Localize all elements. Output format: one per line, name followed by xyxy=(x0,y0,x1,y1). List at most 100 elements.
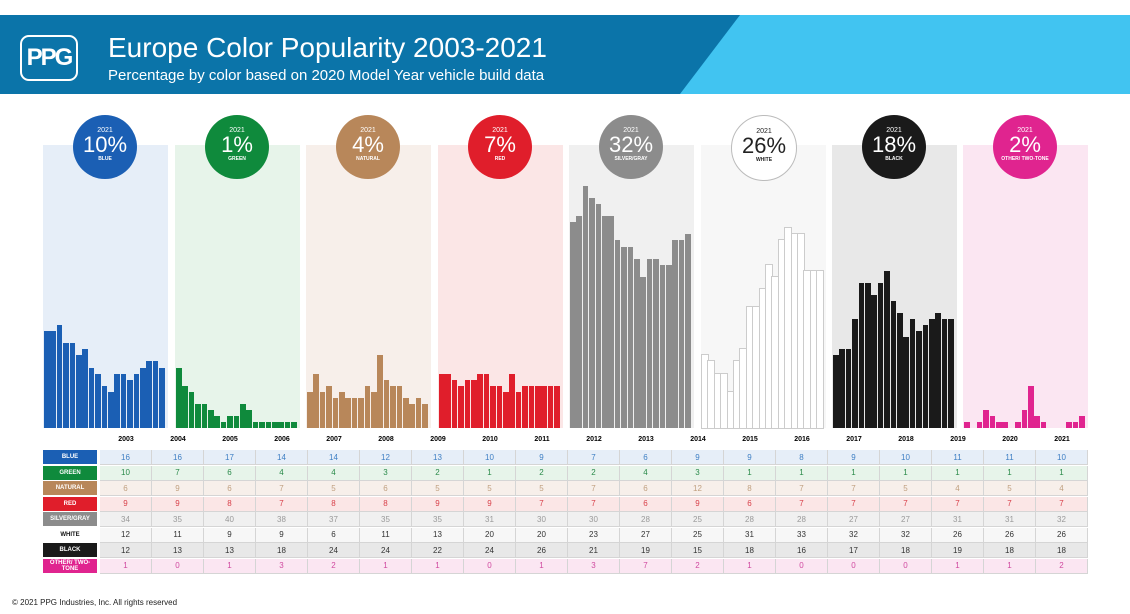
badge-year: 2021 xyxy=(623,127,639,134)
bar xyxy=(152,361,159,428)
table-cell: 33 xyxy=(776,527,828,543)
badge-year: 2021 xyxy=(360,127,376,134)
table-cell: 1 xyxy=(776,465,828,481)
table-cell: 1 xyxy=(932,558,984,574)
table-cell: 7 xyxy=(256,496,308,512)
bar xyxy=(307,391,313,428)
table-cell: 25 xyxy=(672,527,724,543)
bar xyxy=(220,421,227,428)
header-banner: PPG Europe Color Popularity 2003-2021 Pe… xyxy=(0,15,1130,94)
table-cell: 7 xyxy=(568,496,620,512)
bar xyxy=(208,409,214,428)
bar xyxy=(422,403,428,428)
bar xyxy=(845,349,852,428)
bar xyxy=(159,367,165,428)
table-cell: 8 xyxy=(724,481,776,496)
table-cell: 18 xyxy=(256,543,308,558)
bar xyxy=(865,282,871,428)
panel-1 xyxy=(175,145,300,428)
table-cell: 27 xyxy=(880,512,932,527)
bar xyxy=(678,240,685,428)
table-cell: 0 xyxy=(828,558,880,574)
table-cell: 9 xyxy=(828,450,880,465)
table-cell: 20 xyxy=(464,527,516,543)
table-cell: 7 xyxy=(516,496,568,512)
bar xyxy=(948,319,954,428)
table-cell: 1 xyxy=(204,558,256,574)
bar xyxy=(326,385,332,428)
badge-percent: 10% xyxy=(82,132,128,157)
table-cell: 38 xyxy=(256,512,308,527)
bar xyxy=(214,415,220,428)
badge-label: BLACK xyxy=(885,156,903,162)
bar xyxy=(528,385,535,428)
bar xyxy=(44,331,50,428)
bar xyxy=(233,415,240,428)
table-cell: 7 xyxy=(256,481,308,496)
bar xyxy=(509,373,515,428)
bar xyxy=(396,385,403,428)
table-cell: 27 xyxy=(828,512,880,527)
bar xyxy=(409,403,415,428)
badge-year: 2021 xyxy=(492,127,508,134)
badge-percent: 7% xyxy=(484,132,516,157)
table-cell: 1 xyxy=(984,558,1036,574)
bar xyxy=(1028,385,1034,428)
bar xyxy=(672,240,678,428)
bar xyxy=(188,391,195,428)
bar xyxy=(1002,421,1008,428)
table-cell: 26 xyxy=(516,543,568,558)
year-header: 2010 xyxy=(482,436,498,443)
bar xyxy=(490,385,496,428)
table-cell: 37 xyxy=(308,512,360,527)
table-cell: 13 xyxy=(204,543,256,558)
row-label: SILVER/GRAY xyxy=(43,512,97,526)
table-cell: 7 xyxy=(620,558,672,574)
bar xyxy=(640,276,646,428)
table-cell: 32 xyxy=(1036,512,1088,527)
table-cell: 16 xyxy=(152,450,204,465)
bar xyxy=(439,373,445,428)
table-cell: 21 xyxy=(568,543,620,558)
bar xyxy=(595,204,602,428)
table-cell: 25 xyxy=(672,512,724,527)
table-cell: 19 xyxy=(932,543,984,558)
year-header: 2005 xyxy=(222,436,238,443)
bar xyxy=(240,403,246,428)
panel-3 xyxy=(438,145,563,428)
bar xyxy=(63,343,69,428)
bar xyxy=(483,373,490,428)
bar xyxy=(458,385,464,428)
table-cell: 1 xyxy=(100,558,152,574)
bar xyxy=(345,397,351,428)
table-cell: 28 xyxy=(776,512,828,527)
bar xyxy=(758,287,767,429)
table-cell: 16 xyxy=(776,543,828,558)
table-cell: 2 xyxy=(308,558,360,574)
table-cell: 28 xyxy=(620,512,672,527)
table-cell: 0 xyxy=(776,558,828,574)
table-cell: 2 xyxy=(412,465,464,481)
table-cell: 18 xyxy=(724,543,776,558)
table-cell: 6 xyxy=(204,465,256,481)
badge-percent: 32% xyxy=(608,132,654,157)
table-cell: 18 xyxy=(880,543,932,558)
table-cell: 31 xyxy=(984,512,1036,527)
table-cell: 32 xyxy=(880,527,932,543)
year-header: 2007 xyxy=(326,436,342,443)
table-cell: 6 xyxy=(620,450,672,465)
bar xyxy=(120,373,127,428)
row-label: BLACK xyxy=(43,543,97,557)
table-cell: 8 xyxy=(776,450,828,465)
table-cell: 17 xyxy=(204,450,256,465)
bar xyxy=(364,385,371,428)
bar xyxy=(777,239,786,429)
bar xyxy=(627,246,634,428)
bar xyxy=(554,385,560,428)
table-cell: 9 xyxy=(152,481,204,496)
badge-3: 2021 7% RED xyxy=(468,115,532,179)
bar xyxy=(659,264,666,428)
row-label: OTHER/ TWO-TONE xyxy=(43,558,97,573)
badge-1: 2021 1% GREEN xyxy=(205,115,269,179)
year-header: 2019 xyxy=(950,436,966,443)
